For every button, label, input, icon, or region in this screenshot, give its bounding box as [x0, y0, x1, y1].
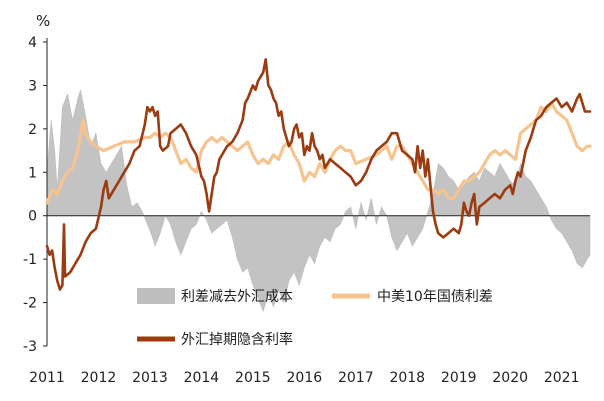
x-tick-label: 2020: [492, 370, 528, 386]
x-tick-label: 2019: [441, 370, 477, 386]
series-area-spread-cost: [46, 89, 591, 313]
y-tick-label: -2: [23, 296, 37, 312]
y-unit-label: %: [36, 12, 50, 30]
x-tick-label: 2013: [132, 370, 168, 386]
y-tick-label: 3: [28, 78, 37, 94]
y-tick-label: -1: [23, 252, 37, 268]
x-tick-label: 2014: [184, 370, 220, 386]
tick-labels: 4 3 2 1 0 -1 -2 -3 2011 2012 2013 2014 2015 2016 2017 2…: [23, 35, 579, 386]
legend-swatch-spread-cost: [137, 288, 175, 304]
legend-label-spread-cost: 利差减去外汇成本: [181, 289, 293, 305]
legend: 利差减去外汇成本 中美10年国债利差 外汇掉期隐含利率: [137, 288, 493, 348]
x-tick-label: 2016: [287, 370, 323, 386]
x-tick-label: 2012: [81, 370, 117, 386]
x-tick-label: 2015: [235, 370, 271, 386]
spread-cost-area: [46, 89, 591, 313]
x-tick-label: 2011: [29, 370, 65, 386]
x-tick-label: 2018: [389, 370, 425, 386]
x-tick-label: 2017: [338, 370, 374, 386]
x-tick-label: 2021: [544, 370, 580, 386]
y-tick-label: 2: [28, 122, 37, 138]
y-tick-label: 1: [28, 165, 37, 181]
legend-label-cn-us-10y: 中美10年国债利差: [377, 289, 493, 305]
series-line-cn-us-10y: [45, 101, 592, 205]
axes: [43, 38, 590, 347]
series-line-implied-fx-swap: [45, 58, 592, 291]
y-tick-label: 0: [28, 209, 37, 225]
series-lines: [45, 58, 592, 291]
y-tick-label: -3: [23, 339, 37, 355]
y-tick-label: 4: [28, 35, 37, 51]
legend-label-implied-fx-swap: 外汇掉期隐含利率: [181, 331, 293, 348]
